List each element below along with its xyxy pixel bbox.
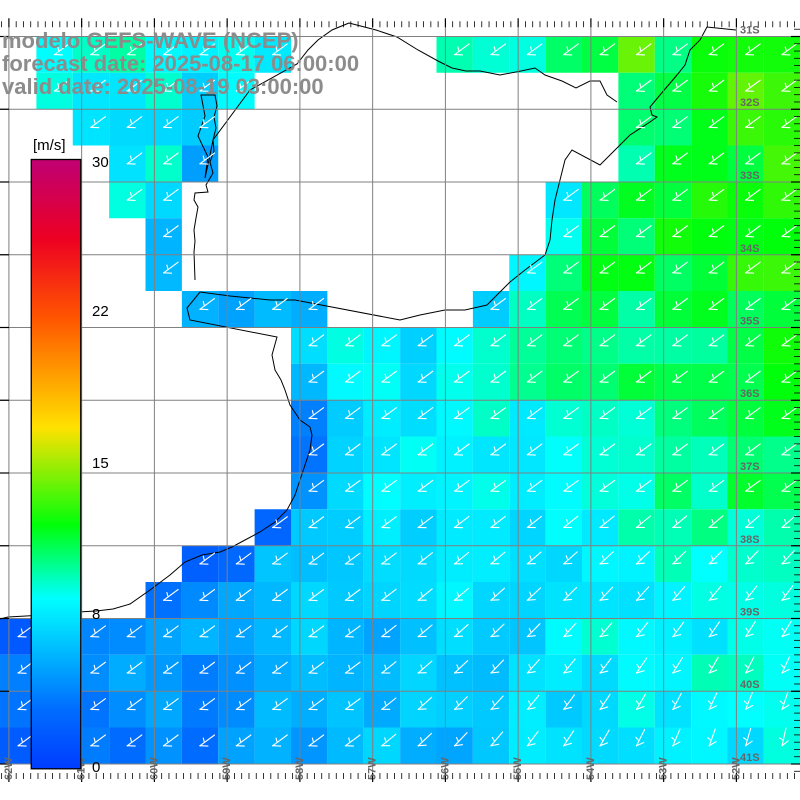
svg-text:56W: 56W: [439, 757, 451, 780]
svg-text:22: 22: [92, 303, 109, 320]
svg-text:8: 8: [92, 606, 100, 623]
svg-text:36S: 36S: [740, 388, 760, 400]
svg-text:39S: 39S: [740, 607, 760, 619]
svg-text:31S: 31S: [740, 25, 760, 37]
svg-text:57W: 57W: [367, 757, 379, 780]
svg-text:59W: 59W: [221, 757, 233, 780]
svg-text:30: 30: [92, 154, 109, 171]
svg-text:37S: 37S: [740, 461, 760, 473]
svg-text:32S: 32S: [740, 97, 760, 109]
svg-text:55W: 55W: [512, 757, 524, 780]
svg-text:58W: 58W: [294, 757, 306, 780]
svg-text:60W: 60W: [148, 757, 160, 780]
svg-text:valid date: 2025-08-19 03:00:0: valid date: 2025-08-19 03:00:00: [2, 74, 324, 99]
svg-text:forecast date: 2025-08-17 06:0: forecast date: 2025-08-17 06:00:00: [2, 51, 359, 76]
svg-text:41S: 41S: [740, 752, 760, 764]
svg-text:54W: 54W: [585, 757, 597, 780]
svg-text:38S: 38S: [740, 534, 760, 546]
svg-text:34S: 34S: [740, 243, 760, 255]
svg-text:53W: 53W: [658, 757, 670, 780]
svg-text:15: 15: [92, 455, 109, 472]
svg-text:62W: 62W: [3, 757, 15, 780]
svg-text:modelo GEFS-WAVE (NCEP): modelo GEFS-WAVE (NCEP): [2, 28, 299, 53]
svg-text:[m/s]: [m/s]: [33, 137, 66, 154]
svg-text:40S: 40S: [740, 679, 760, 691]
svg-text:0: 0: [92, 759, 100, 776]
svg-text:33S: 33S: [740, 170, 760, 182]
svg-text:35S: 35S: [740, 316, 760, 328]
